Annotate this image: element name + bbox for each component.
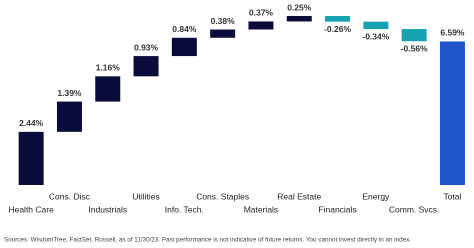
value-label: 0.37% (249, 8, 274, 18)
bar (401, 29, 427, 42)
x-tick-label: Info. Tech. (165, 204, 204, 214)
value-label: 0.38% (211, 16, 236, 26)
bar (363, 21, 389, 30)
value-label: 0.93% (134, 42, 159, 52)
source-note: Sources: WisdomTree, FactSet, Russell, a… (4, 237, 411, 244)
bar (210, 29, 236, 38)
bar (18, 131, 44, 185)
x-tick-label: Materials (244, 204, 278, 214)
bar (133, 56, 159, 77)
x-tick-label: Real Estate (277, 191, 321, 201)
x-tick-label: Utilities (132, 191, 159, 201)
x-tick-label: Cons. Staples (196, 191, 249, 201)
value-label: 0.25% (287, 2, 312, 12)
value-label: 2.44% (19, 118, 44, 128)
value-label: 0.84% (172, 24, 197, 34)
bar (248, 21, 274, 30)
bar (286, 16, 312, 22)
x-tick-label: Industrials (88, 204, 127, 214)
x-tick-label: Health Care (8, 204, 54, 214)
x-tick-label: Financials (318, 204, 356, 214)
bar (95, 76, 121, 102)
x-tick-label: Energy (362, 191, 390, 201)
value-label: -0.34% (362, 31, 389, 41)
bar (325, 16, 351, 22)
bar (171, 37, 197, 57)
x-tick-label: Total (443, 191, 461, 201)
value-label: -0.56% (401, 44, 428, 54)
x-tick-label: Comm. Svcs. (389, 204, 440, 214)
value-label: -0.26% (324, 24, 351, 34)
value-label: 1.16% (96, 63, 121, 73)
bar (439, 41, 465, 186)
bar (56, 101, 82, 132)
value-label: 1.39% (57, 88, 82, 98)
x-tick-label: Cons. Disc (49, 191, 91, 201)
value-label: 6.59% (440, 28, 465, 38)
